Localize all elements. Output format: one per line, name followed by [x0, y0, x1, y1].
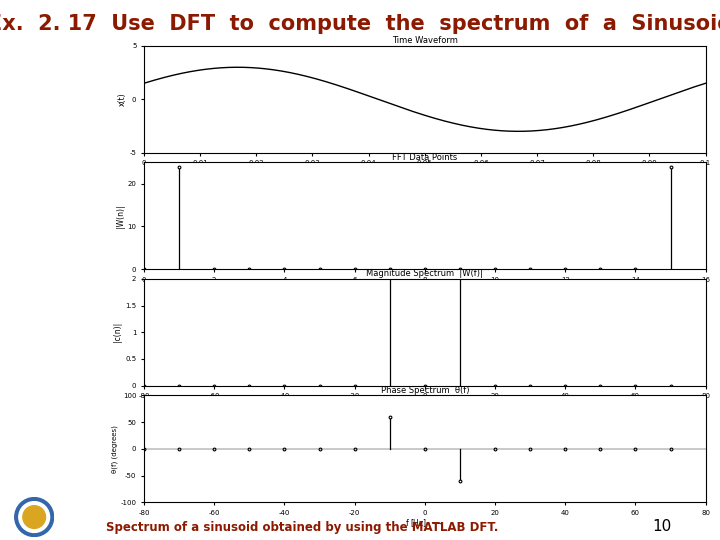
Y-axis label: |c(n)|: |c(n)| — [114, 322, 122, 342]
X-axis label: f [Hz]  $\longrightarrow$: f [Hz] $\longrightarrow$ — [405, 517, 444, 529]
Y-axis label: |W(n)|: |W(n)| — [116, 204, 125, 227]
Y-axis label: θ(f) (degrees): θ(f) (degrees) — [111, 425, 117, 472]
Text: Ex.  2. 17  Use  DFT  to  compute  the  spectrum  of  a  Sinusoid: Ex. 2. 17 Use DFT to compute the spectru… — [0, 14, 720, 33]
Title: Phase Spectrum  θ(f): Phase Spectrum θ(f) — [381, 386, 469, 395]
X-axis label: n  $\longrightarrow$: n $\longrightarrow$ — [413, 284, 436, 293]
Text: 10: 10 — [653, 518, 672, 534]
X-axis label: f [Hz]  $\longrightarrow$: f [Hz] $\longrightarrow$ — [405, 401, 444, 413]
Circle shape — [19, 502, 50, 532]
Circle shape — [15, 498, 53, 537]
X-axis label: t [sec]  $\longrightarrow$: t [sec] $\longrightarrow$ — [403, 168, 446, 179]
Y-axis label: x(t): x(t) — [117, 92, 127, 106]
Title: FFT Data Points: FFT Data Points — [392, 153, 457, 161]
Circle shape — [23, 505, 45, 528]
Title: Time Waveform: Time Waveform — [392, 36, 458, 45]
Text: Spectrum of a sinusoid obtained by using the MATLAB DFT.: Spectrum of a sinusoid obtained by using… — [107, 521, 498, 534]
Title: Magnitude Spectrum  |W(f)|: Magnitude Spectrum |W(f)| — [366, 269, 483, 278]
